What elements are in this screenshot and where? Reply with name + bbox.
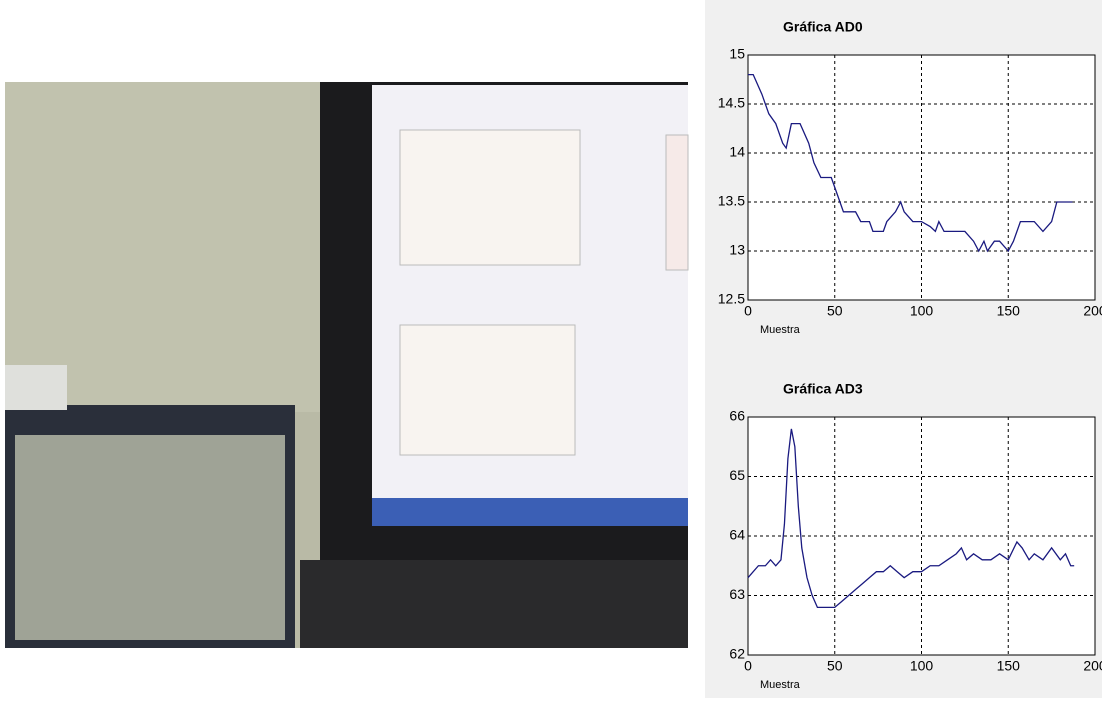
photo-chart-1 (400, 130, 580, 265)
y-tick-label: 66 (729, 408, 745, 424)
y-tick-label: 13.5 (718, 193, 745, 209)
x-tick-label: 100 (910, 658, 934, 674)
x-tick-label: 50 (827, 658, 843, 674)
screen: Gráfica AD012.51313.51414.51505010015020… (0, 0, 1102, 698)
y-tick-label: 14.5 (718, 95, 745, 111)
y-tick-label: 15 (729, 46, 745, 62)
y-tick-label: 12.5 (718, 291, 745, 307)
x-tick-label: 150 (997, 658, 1021, 674)
sensor (5, 365, 67, 410)
y-tick-label: 65 (729, 467, 745, 483)
thermometer-display (15, 435, 285, 640)
x-tick-label: 100 (910, 303, 934, 319)
x-tick-label: 50 (827, 303, 843, 319)
page: Gráfica AD012.51313.51414.51505010015020… (0, 0, 1102, 698)
photo-chart-3 (666, 135, 688, 270)
chart-title: Gráfica AD3 (783, 381, 863, 397)
y-tick-label: 14 (729, 144, 745, 160)
y-tick-label: 64 (729, 527, 745, 543)
x-tick-label: 0 (744, 658, 752, 674)
wall-light (5, 82, 325, 412)
photo-chart-2 (400, 325, 575, 455)
y-tick-label: 13 (729, 242, 745, 258)
y-tick-label: 62 (729, 646, 745, 662)
x-axis-label: Muestra (760, 679, 801, 691)
chart-title: Gráfica AD0 (783, 19, 863, 35)
photo (5, 82, 688, 648)
x-tick-label: 0 (744, 303, 752, 319)
x-tick-label: 200 (1083, 658, 1102, 674)
y-tick-label: 63 (729, 586, 745, 602)
x-tick-label: 200 (1083, 303, 1102, 319)
laptop-base (300, 560, 688, 648)
x-axis-label: Muestra (760, 324, 801, 336)
x-tick-label: 150 (997, 303, 1021, 319)
taskbar (372, 498, 688, 526)
